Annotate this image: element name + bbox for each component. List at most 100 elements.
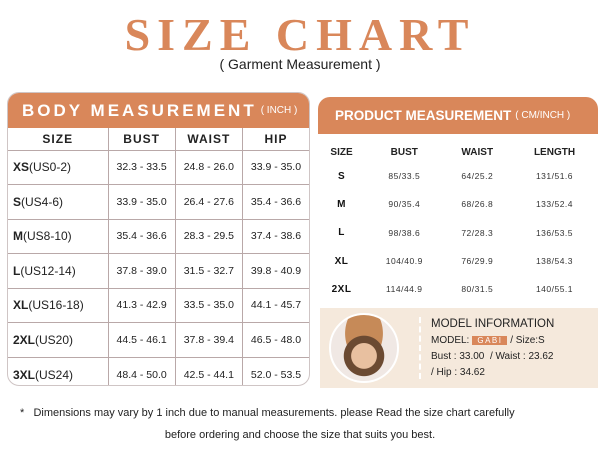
us-size: (US12-14) (20, 263, 76, 278)
model-name-badge: GABI (472, 335, 508, 345)
size-cell: XS(US0-2) (8, 149, 109, 185)
column-header-size: SIZE (330, 146, 353, 158)
column-header-bust: BUST (107, 128, 176, 151)
column-header-length: LENGTH (533, 146, 576, 158)
size-cell: M(US8-10) (8, 218, 109, 254)
table-row: M(US8-10) 35.4 - 36.6 28.3 - 29.5 37.4 - 38… (8, 218, 309, 254)
asterisk: * (20, 407, 25, 419)
bust-cell: 33.9 - 35.0 (107, 184, 176, 220)
waist-cell: 80/31.5 (461, 284, 494, 295)
model-info-title: MODEL INFORMATION (431, 317, 555, 330)
bust-cell: 41.3 - 42.9 (107, 287, 176, 323)
dashed-divider (419, 317, 421, 379)
size-cell: 3XL(US24) (8, 356, 109, 385)
waist-cell: 26.4 - 27.6 (174, 184, 243, 220)
size-cell: S (337, 170, 346, 182)
size-label: 3XL (13, 367, 36, 382)
body-measurement-title: BODY MEASUREMENT (22, 100, 257, 120)
waist-cell: 68/26.8 (461, 199, 494, 210)
page-title: SIZE CHART (124, 9, 476, 60)
bust-cell: 90/35.4 (388, 199, 421, 210)
bust-cell: 37.8 - 39.0 (107, 253, 176, 289)
column-header-size: SIZE (8, 128, 109, 151)
model-label: MODEL: (431, 334, 470, 346)
model-waist: / Waist : 23.62 (489, 350, 554, 362)
footnote: * Dimensions may vary by 1 inch due to m… (0, 402, 600, 446)
table-row: L 98/38.6 72/28.3 136/53.5 (318, 219, 598, 247)
table-row: S 85/33.5 64/25.2 131/51.6 (318, 162, 598, 190)
size-cell: 2XL(US20) (8, 322, 109, 358)
size-label: M (13, 229, 23, 244)
waist-cell: 33.5 - 35.0 (174, 287, 243, 323)
size-cell: S(US4-6) (8, 184, 109, 220)
size-label: 2XL (13, 332, 36, 347)
footnote-line-1: Dimensions may vary by 1 inch due to man… (33, 407, 515, 419)
model-bust: Bust : 33.00 (431, 350, 485, 362)
hip-cell: 52.0 - 53.5 (241, 356, 309, 385)
waist-cell: 24.8 - 26.0 (174, 149, 243, 185)
column-header-waist: WAIST (174, 128, 243, 151)
page-subtitle: ( Garment Measurement ) (219, 56, 381, 72)
size-cell: 2XL (331, 283, 352, 295)
table-row: XS(US0-2) 32.3 - 33.5 24.8 - 26.0 33.9 - 35… (8, 149, 309, 185)
bust-cell: 114/44.9 (386, 284, 423, 295)
body-measurement-panel: BODY MEASUREMENT ( INCH ) SIZE BUST WAIST H… (7, 92, 310, 386)
waist-cell: 31.5 - 32.7 (174, 253, 243, 289)
hip-cell: 44.1 - 45.7 (241, 287, 309, 323)
column-header-waist: WAIST (461, 146, 494, 158)
size-label: L (13, 263, 21, 278)
waist-cell: 72/28.3 (461, 227, 494, 238)
length-cell: 136/53.5 (535, 227, 574, 238)
bust-cell: 98/38.6 (388, 227, 421, 238)
model-size: / Size:S (510, 334, 545, 346)
hip-cell: 33.9 - 35.0 (241, 149, 309, 185)
size-cell: M (337, 198, 346, 210)
model-hip: / Hip : 34.62 (431, 366, 485, 378)
waist-cell: 28.3 - 29.5 (174, 218, 243, 254)
bust-cell: 48.4 - 50.0 (107, 356, 176, 385)
bust-cell: 32.3 - 33.5 (107, 149, 176, 185)
length-cell: 140/55.1 (535, 284, 574, 295)
waist-cell: 37.8 - 39.4 (174, 322, 243, 358)
us-size: (US24) (35, 367, 74, 382)
size-label: S (13, 194, 22, 209)
us-size: (US8-10) (23, 229, 72, 244)
table-row: XL 104/40.9 76/29.9 138/54.3 (318, 247, 598, 275)
model-information-panel: MODEL INFORMATION MODEL: GABI / Size:S Bu… (320, 308, 598, 388)
footnote-line-2: before ordering and choose the size that… (164, 429, 436, 441)
hip-cell: 46.5 - 48.0 (241, 322, 309, 358)
hip-cell: 35.4 - 36.6 (241, 184, 309, 220)
us-size: (US16-18) (28, 298, 84, 313)
table-row: S(US4-6) 33.9 - 35.0 26.4 - 27.6 35.4 - 36.… (8, 184, 309, 220)
table-row: 3XL(US24) 48.4 - 50.0 42.5 - 44.1 52.0 - 53… (8, 356, 309, 385)
length-cell: 138/54.3 (535, 256, 574, 267)
size-label: XL (13, 298, 29, 313)
product-measurement-header: PRODUCT MEASUREMENT ( CM/INCH ) (318, 97, 598, 134)
bust-cell: 44.5 - 46.1 (107, 322, 176, 358)
length-cell: 131/51.6 (535, 171, 574, 182)
length-cell: 133/52.4 (535, 199, 574, 210)
product-measurement-title: PRODUCT MEASUREMENT (335, 108, 512, 123)
us-size: (US4-6) (21, 194, 64, 209)
size-cell: L (338, 227, 345, 239)
product-measurement-panel: PRODUCT MEASUREMENT ( CM/INCH ) SIZE BUST… (318, 97, 598, 303)
body-measurement-unit: ( INCH ) (260, 105, 298, 116)
size-cell: L(US12-14) (8, 253, 109, 289)
body-measurement-header: BODY MEASUREMENT ( INCH ) (8, 93, 309, 128)
size-label: XS (13, 160, 30, 175)
us-size: (US20) (35, 332, 74, 347)
table-row: 2XL 114/44.9 80/31.5 140/55.1 (318, 275, 598, 303)
product-measurement-unit: ( CM/INCH ) (515, 110, 571, 121)
model-photo (329, 313, 399, 383)
column-header-hip: HIP (241, 128, 309, 151)
body-measurement-table: SIZE BUST WAIST HIP XS(US0-2) 32.3 - 33.5 24.… (8, 128, 309, 385)
product-measurement-table: SIZE BUST WAIST LENGTH S 85/33.5 64/25.2 131/5… (318, 134, 598, 303)
waist-cell: 64/25.2 (461, 171, 494, 182)
column-header-bust: BUST (390, 146, 418, 158)
hip-cell: 39.8 - 40.9 (241, 253, 309, 289)
table-row: 2XL(US20) 44.5 - 46.1 37.8 - 39.4 46.5 - 48… (8, 322, 309, 358)
size-cell: XL (334, 255, 349, 267)
size-cell: XL(US16-18) (8, 287, 109, 323)
table-row: XL(US16-18) 41.3 - 42.9 33.5 - 35.0 44.1 - … (8, 287, 309, 323)
table-row: M 90/35.4 68/26.8 133/52.4 (318, 190, 598, 218)
